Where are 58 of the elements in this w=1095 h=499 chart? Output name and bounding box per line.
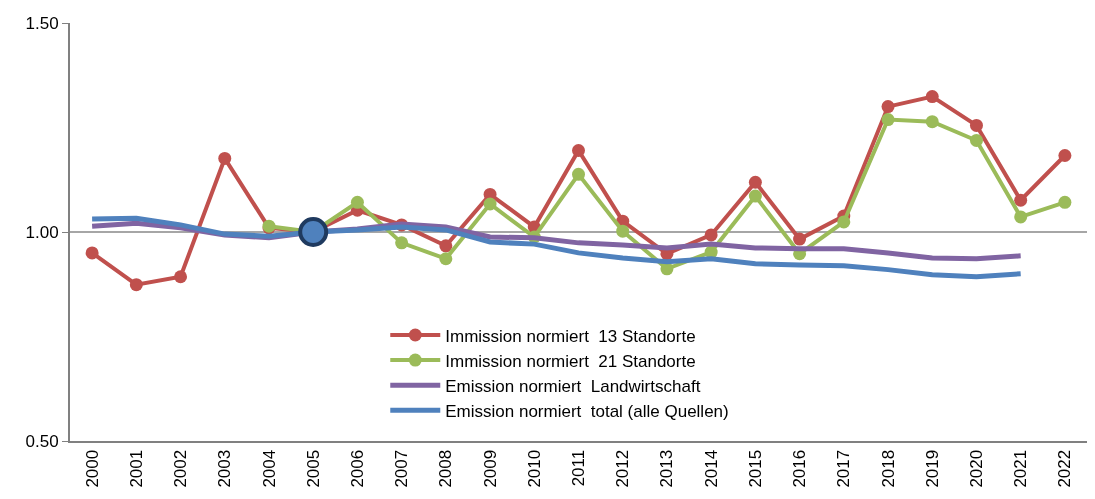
x-tick-label: 2011 xyxy=(569,449,589,487)
point xyxy=(925,90,939,104)
point xyxy=(837,215,851,229)
x-tick-label: 2001 xyxy=(126,449,146,488)
x-tick-label: 2004 xyxy=(259,449,279,488)
x-tick-label: 2006 xyxy=(347,449,367,488)
x-tick-label: 2007 xyxy=(392,449,412,488)
point xyxy=(483,197,497,211)
point xyxy=(704,228,718,242)
x-tick-label: 2014 xyxy=(701,449,721,488)
legend-label: Immission normiert 13 Standorte xyxy=(445,326,696,346)
point xyxy=(218,151,232,165)
x-tick-label: 2003 xyxy=(215,449,235,488)
point xyxy=(439,252,453,266)
point xyxy=(572,167,585,181)
point xyxy=(969,118,983,132)
point xyxy=(1058,195,1072,209)
x-tick-label: 2022 xyxy=(1055,449,1075,488)
point xyxy=(1014,210,1028,224)
y-tick-label: 0.50 xyxy=(25,431,59,451)
point xyxy=(395,236,409,250)
x-tick-label: 2009 xyxy=(480,449,500,488)
x-tick-label: 2019 xyxy=(922,449,942,488)
x-tick-label: 2012 xyxy=(613,449,633,488)
x-tick-label: 2017 xyxy=(834,449,854,488)
point xyxy=(881,113,895,127)
y-tick-label: 1.00 xyxy=(25,222,59,242)
x-tick-label: 2005 xyxy=(303,449,323,488)
legend-label: Immission normiert 21 Standorte xyxy=(445,351,696,371)
point xyxy=(748,175,762,189)
point xyxy=(174,270,188,284)
point xyxy=(793,232,807,246)
x-tick-label: 2002 xyxy=(171,449,191,488)
x-tick-label: 2013 xyxy=(657,449,677,488)
legend-label: Emission normiert total (alle Quellen) xyxy=(445,401,729,421)
y-tick-label: 1.50 xyxy=(25,13,59,33)
point xyxy=(1058,149,1072,162)
point xyxy=(439,239,453,253)
point xyxy=(129,278,143,292)
point xyxy=(881,100,895,114)
x-tick-label: 2008 xyxy=(436,449,456,488)
point xyxy=(925,115,939,129)
x-tick-label: 2016 xyxy=(790,449,810,488)
x-tick-label: 2020 xyxy=(966,449,986,488)
x-tick-label: 2000 xyxy=(82,449,102,488)
point xyxy=(572,143,585,157)
point xyxy=(616,224,630,238)
point xyxy=(85,246,99,260)
legend-label: Emission normiert Landwirtschaft xyxy=(445,376,701,396)
x-tick-label: 2018 xyxy=(878,449,898,488)
point xyxy=(969,133,983,147)
x-tick-label: 2021 xyxy=(1011,449,1031,488)
x-tick-label: 2015 xyxy=(745,449,765,488)
point xyxy=(350,195,364,209)
point xyxy=(1014,193,1028,207)
point xyxy=(298,217,329,247)
x-tick-label: 2010 xyxy=(524,449,544,488)
point xyxy=(748,189,762,203)
